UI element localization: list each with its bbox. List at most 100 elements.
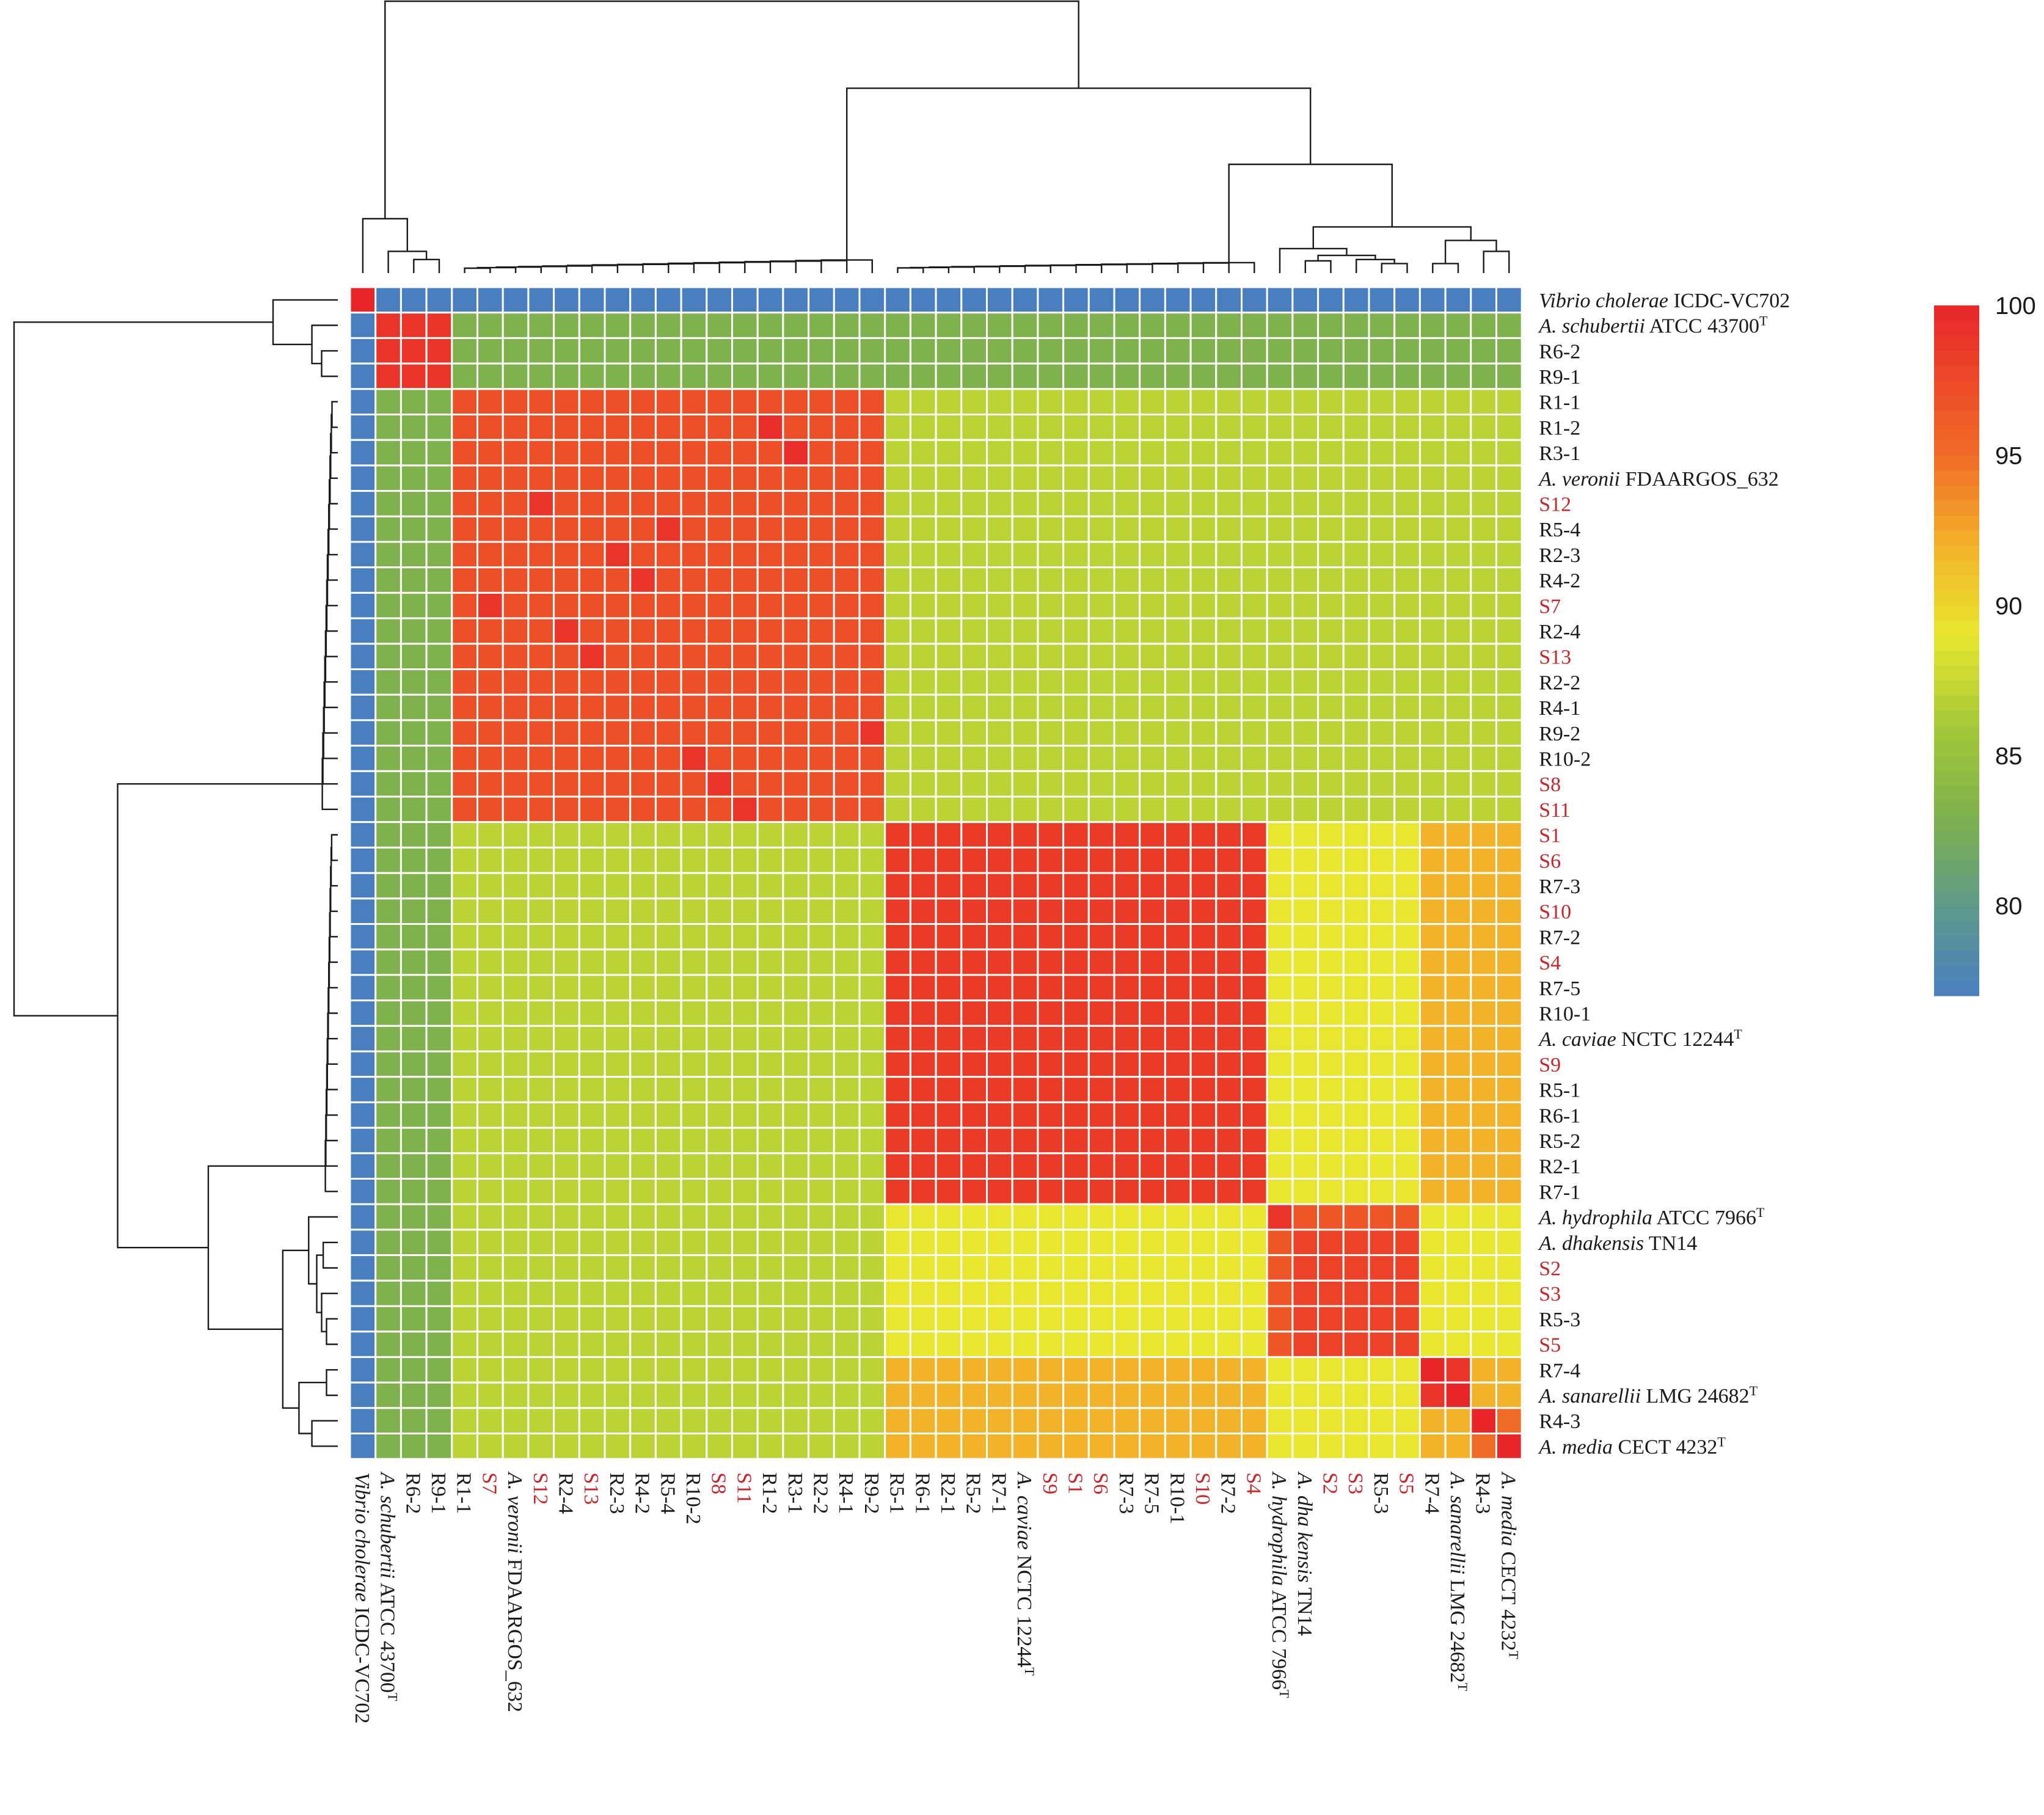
dendrogram-branch [207, 1165, 326, 1330]
column-label: R6-2 [401, 1472, 424, 1514]
heatmap-cell [1317, 1203, 1345, 1231]
heatmap-cell [680, 1076, 708, 1103]
heatmap-cell [1266, 617, 1294, 645]
heatmap-cell [1087, 490, 1115, 517]
heatmap-cell [1444, 1178, 1472, 1205]
heatmap-cell [909, 1178, 937, 1205]
heatmap-cell [578, 1076, 606, 1103]
heatmap-cell [1164, 795, 1192, 824]
colorbar-band [1934, 320, 1979, 336]
heatmap-cell [1368, 872, 1396, 900]
heatmap-cell [629, 1101, 657, 1129]
heatmap-cell [935, 490, 963, 517]
heatmap-cell [476, 337, 504, 365]
row-label: A. schubertii ATCC 43700T [1538, 313, 1768, 338]
heatmap-cell [502, 1381, 530, 1409]
heatmap-cell [1164, 1381, 1192, 1409]
heatmap-cell [731, 1024, 759, 1053]
row-label: R3-1 [1539, 442, 1580, 465]
heatmap-cell [935, 1203, 963, 1231]
heatmap-cell [502, 439, 530, 467]
heatmap-cell [1266, 745, 1294, 772]
heatmap-cell [909, 286, 937, 314]
heatmap-cell [1317, 388, 1345, 415]
heatmap-cell [400, 745, 428, 772]
heatmap-cell [1368, 1407, 1396, 1435]
heatmap-cell [1011, 1407, 1039, 1435]
heatmap-cell [502, 1356, 530, 1384]
heatmap-cell [1215, 439, 1243, 467]
heatmap-cell [808, 591, 835, 619]
heatmap-cell [578, 388, 606, 415]
column-label: R2-2 [809, 1472, 831, 1514]
heatmap-cell [935, 439, 963, 467]
heatmap-cell [578, 643, 606, 671]
heatmap-cell [1164, 821, 1192, 849]
heatmap-cell [1495, 515, 1523, 543]
heatmap-cell [527, 948, 555, 976]
heatmap-cell [858, 1152, 886, 1180]
dendrogram-branch [311, 324, 338, 365]
heatmap-cell [451, 1203, 478, 1231]
heatmap-cell [1037, 362, 1065, 390]
heatmap-cell [654, 872, 682, 900]
heatmap-cell [1291, 414, 1319, 441]
heatmap-cell [1087, 1254, 1115, 1282]
heatmap-cell [1037, 617, 1065, 645]
heatmap-cell [349, 923, 377, 951]
heatmap-cell [1113, 872, 1141, 900]
heatmap-cell [1241, 515, 1268, 543]
heatmap-cell [986, 1433, 1013, 1460]
row-label: R4-3 [1539, 1411, 1580, 1433]
row-label: S2 [1539, 1258, 1561, 1280]
heatmap-cell [909, 464, 937, 492]
heatmap-cell [884, 312, 911, 339]
heatmap-cell [808, 1433, 835, 1460]
heatmap-cell [349, 1305, 377, 1333]
heatmap-cell [654, 795, 682, 824]
heatmap-cell [1062, 541, 1090, 569]
heatmap-cell [1215, 1024, 1243, 1053]
heatmap-cell [349, 1356, 377, 1384]
heatmap-cell [578, 846, 606, 874]
heatmap-cell [680, 1433, 708, 1460]
heatmap-cell [808, 1279, 835, 1307]
heatmap-cell [986, 439, 1013, 467]
heatmap-cell [1139, 1254, 1166, 1282]
heatmap-cell [858, 1331, 886, 1358]
heatmap-cell [476, 668, 504, 696]
heatmap-cell [1291, 693, 1319, 721]
heatmap-cell [1495, 1203, 1523, 1231]
heatmap-cell [604, 745, 632, 772]
heatmap-cell [935, 846, 963, 874]
heatmap-cell [349, 643, 377, 671]
heatmap-cell [578, 591, 606, 619]
heatmap-cell [808, 1127, 835, 1155]
heatmap-cell [425, 1229, 453, 1257]
heatmap-cell [960, 286, 988, 314]
heatmap-cell [1266, 821, 1294, 849]
heatmap-cell [527, 515, 555, 543]
heatmap-cell [858, 414, 886, 441]
heatmap-cell [960, 464, 988, 492]
heatmap-cell [527, 439, 555, 467]
heatmap-cell [731, 923, 759, 951]
heatmap-cell [553, 1279, 580, 1307]
heatmap-cell [1113, 897, 1141, 926]
heatmap-cell [1241, 693, 1268, 721]
heatmap-cell [706, 1305, 734, 1333]
heatmap-cell [1037, 439, 1065, 467]
heatmap-cell [1393, 897, 1421, 926]
heatmap-cell [808, 1305, 835, 1333]
heatmap-cell [1164, 1203, 1192, 1231]
heatmap-cell [960, 999, 988, 1027]
heatmap-cell [1113, 1127, 1141, 1155]
heatmap-cell [1368, 974, 1396, 1002]
heatmap-cell [884, 1254, 911, 1282]
heatmap-cell [1342, 1229, 1370, 1257]
heatmap-cell [909, 388, 937, 415]
heatmap-cell [374, 1433, 402, 1460]
heatmap-cell [1368, 1127, 1396, 1155]
heatmap-cell [476, 515, 504, 543]
heatmap-cell [1368, 1076, 1396, 1103]
